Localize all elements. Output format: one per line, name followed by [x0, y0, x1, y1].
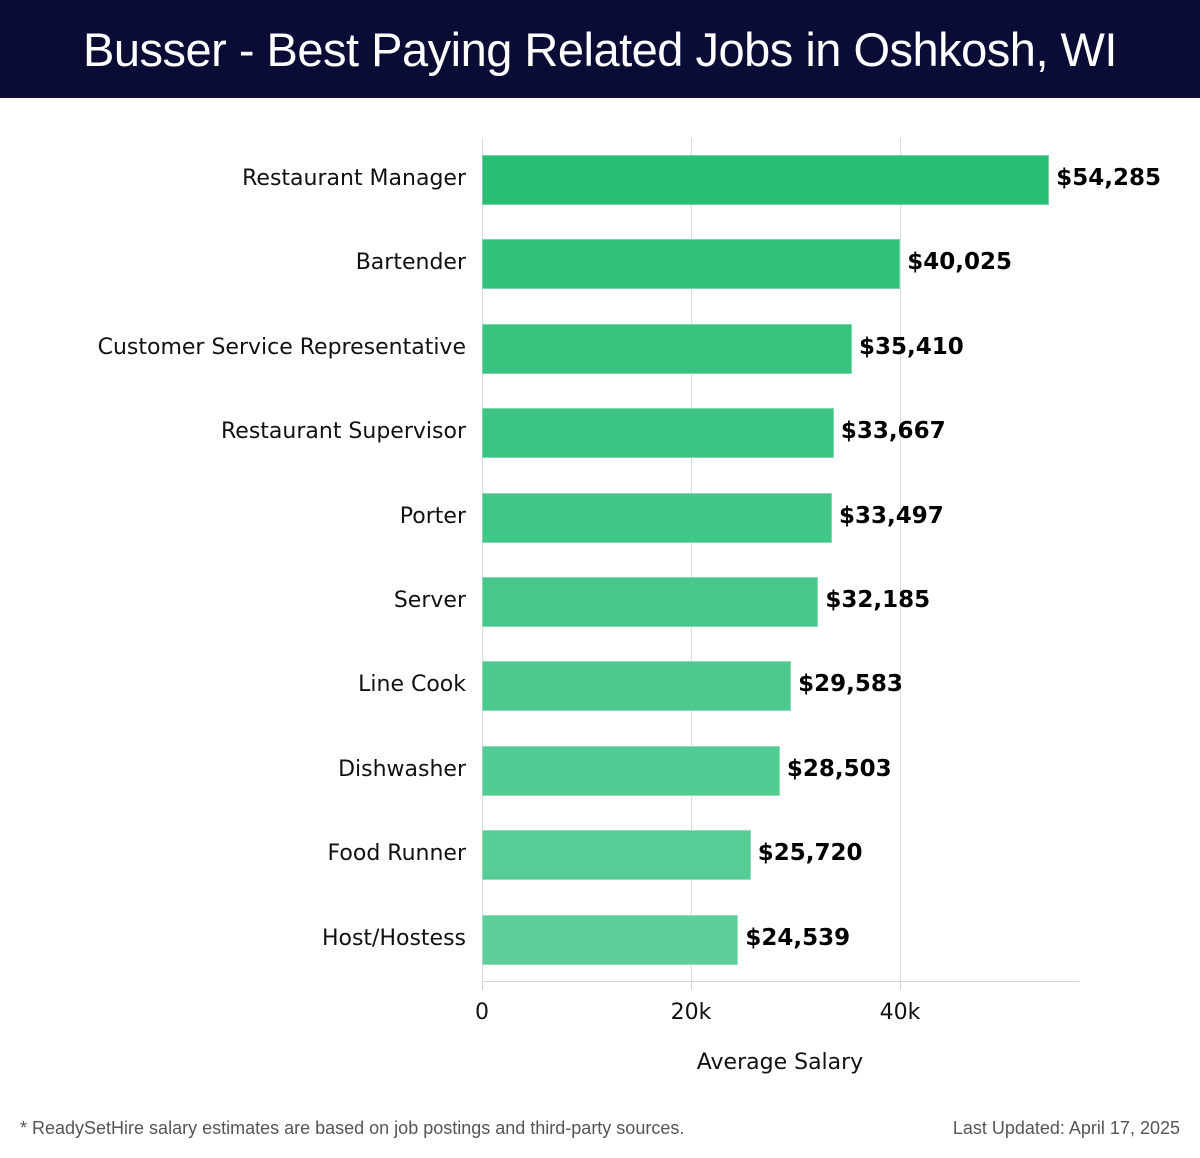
bar — [482, 745, 780, 796]
bar — [482, 661, 792, 712]
bar — [482, 323, 853, 374]
value-label: $28,503 — [786, 755, 892, 782]
x-tick-label: 40k — [879, 1000, 921, 1025]
bar — [482, 577, 819, 627]
value-label: $54,285 — [1056, 165, 1162, 191]
bar — [482, 239, 901, 290]
bar — [482, 492, 833, 543]
value-label: $35,410 — [859, 333, 964, 360]
value-label: $25,720 — [757, 840, 863, 867]
x-tick-20k — [691, 982, 692, 990]
value-label: $33,667 — [840, 418, 946, 445]
gridline-40k — [900, 138, 901, 982]
value-label: $32,185 — [825, 587, 931, 613]
category-label: Server — [393, 588, 466, 613]
title-banner: Busser - Best Paying Related Jobs in Osh… — [0, 0, 1200, 98]
category-label: Customer Service Representative — [97, 334, 466, 360]
category-label: Dishwasher — [338, 756, 466, 782]
x-axis-line — [482, 981, 1079, 982]
gridline-20k — [691, 138, 692, 982]
bar — [482, 830, 751, 881]
category-label: Restaurant Supervisor — [221, 419, 466, 445]
x-tick-label: 0 — [475, 1000, 489, 1025]
x-tick-label: 20k — [670, 1000, 712, 1025]
footnote: * ReadySetHire salary estimates are base… — [20, 1118, 685, 1138]
last-updated: Last Updated: April 17, 2025 — [952, 1118, 1180, 1138]
bar — [482, 408, 834, 459]
value-label: $33,497 — [839, 502, 944, 529]
value-label: $24,539 — [745, 924, 851, 951]
value-label: $29,583 — [798, 671, 903, 698]
gridline-0 — [482, 138, 483, 982]
category-label: Food Runner — [327, 841, 466, 867]
category-label: Line Cook — [358, 672, 466, 698]
x-tick-40k — [900, 982, 901, 990]
bar — [482, 914, 739, 965]
value-label: $40,025 — [907, 249, 1013, 276]
chart-title: Busser - Best Paying Related Jobs in Osh… — [83, 22, 1117, 76]
category-label: Bartender — [355, 250, 466, 276]
bar — [482, 155, 1050, 205]
category-label: Host/Hostess — [321, 925, 466, 951]
category-label: Restaurant Manager — [242, 166, 466, 191]
x-tick-0 — [482, 982, 483, 990]
category-label: Porter — [399, 503, 466, 529]
x-axis-title: Average Salary — [696, 1050, 864, 1075]
